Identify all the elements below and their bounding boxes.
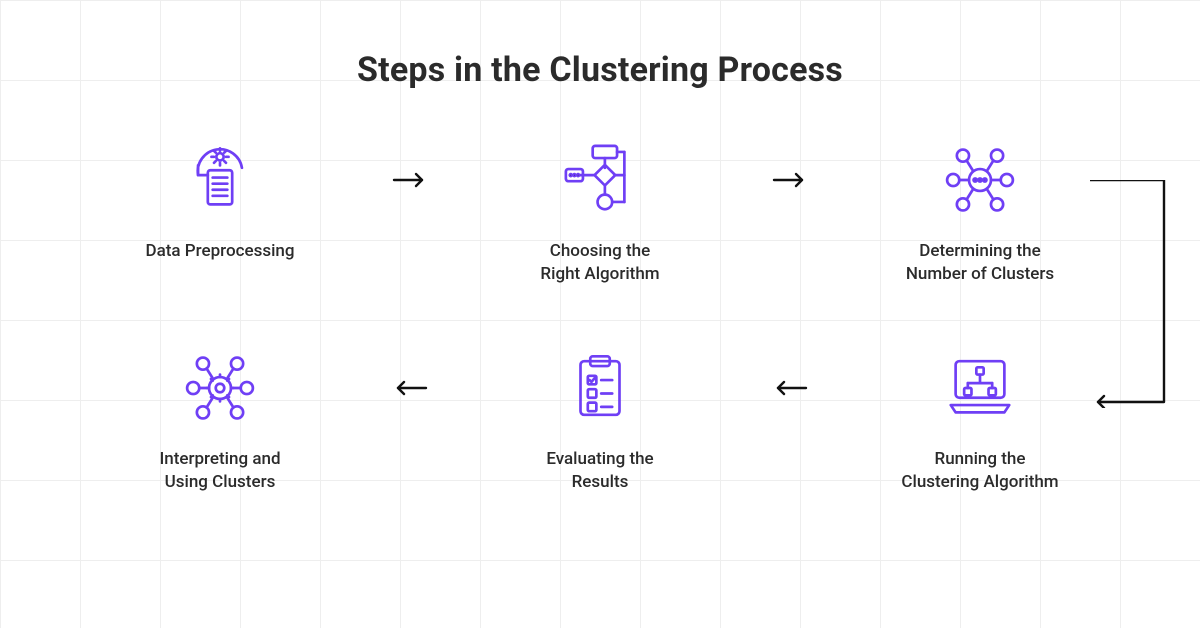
step-label: Choosing the Right Algorithm xyxy=(540,240,659,286)
step-label: Data Preprocessing xyxy=(145,240,294,263)
step-1: Data Preprocessing xyxy=(110,138,330,263)
laptop-network-icon xyxy=(938,346,1022,430)
flowchart-icon xyxy=(558,138,642,222)
step-label: Evaluating the Results xyxy=(546,448,653,494)
infographic: Steps in the Clustering Process xyxy=(0,0,1200,628)
step-5: Evaluating the Results xyxy=(490,346,710,494)
step-label: Determining the Number of Clusters xyxy=(906,240,1054,286)
data-preprocessing-icon xyxy=(178,138,262,222)
arrow-right-icon xyxy=(766,138,814,222)
step-label: Interpreting and Using Clusters xyxy=(159,448,280,494)
page-title: Steps in the Clustering Process xyxy=(357,50,843,90)
step-label: Running the Clustering Algorithm xyxy=(901,448,1058,494)
arrow-left-icon xyxy=(386,346,434,430)
cluster-dots-icon xyxy=(938,138,1022,222)
clipboard-check-icon xyxy=(558,346,642,430)
arrow-right-icon xyxy=(386,138,434,222)
step-2: Choosing the Right Algorithm xyxy=(490,138,710,286)
arrow-left-icon xyxy=(766,346,814,430)
steps-container: Data Preprocessing xyxy=(0,138,1200,494)
step-3: Determining the Number of Clusters xyxy=(870,138,1090,286)
row-2: Interpreting and Using Clusters xyxy=(110,346,1090,494)
connector-arrow-icon xyxy=(1090,180,1172,408)
step-4: Running the Clustering Algorithm xyxy=(870,346,1090,494)
cluster-gear-icon xyxy=(178,346,262,430)
row-1: Data Preprocessing xyxy=(110,138,1090,286)
step-6: Interpreting and Using Clusters xyxy=(110,346,330,494)
